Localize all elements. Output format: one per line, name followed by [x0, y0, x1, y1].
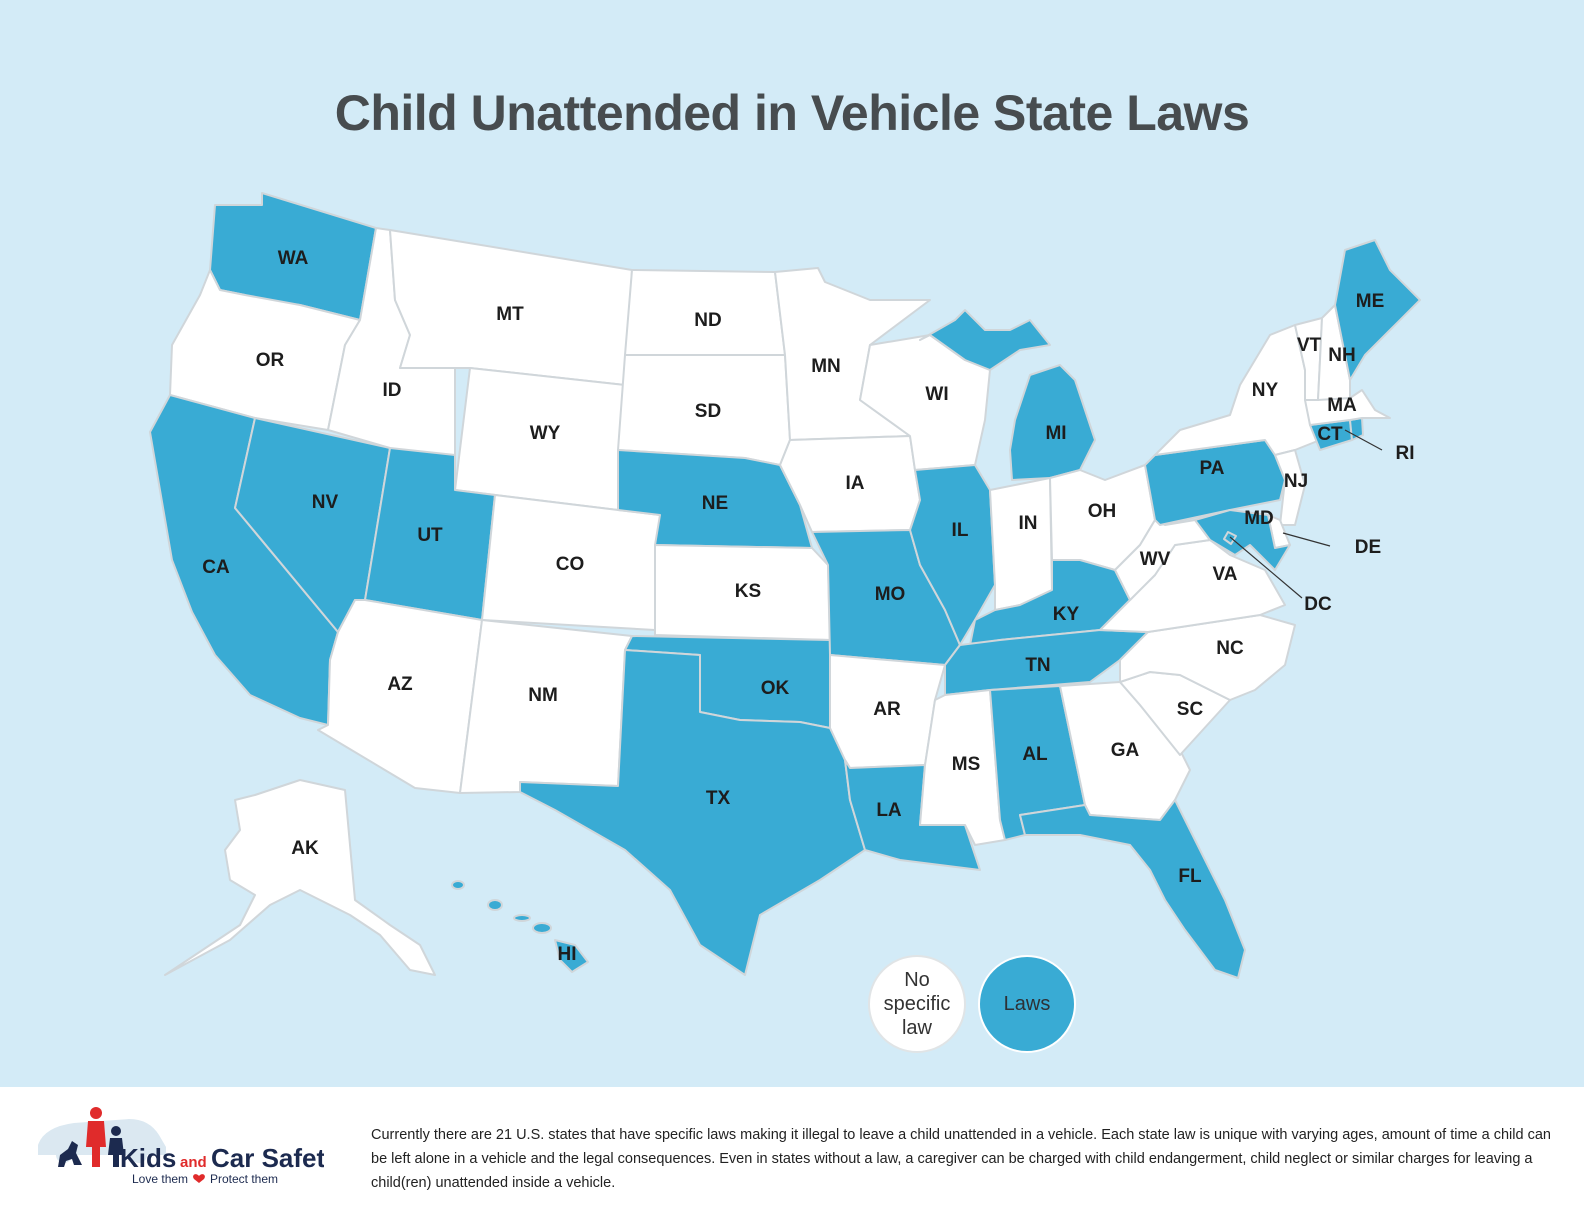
- state-TN[interactable]: [944, 629, 1149, 696]
- logo-tagline-right: Protect them: [210, 1172, 278, 1185]
- state-label-KS: KS: [735, 581, 761, 602]
- state-label-IL: IL: [952, 520, 969, 541]
- logo-tagline-left: Love them: [132, 1172, 188, 1185]
- state-label-CA: CA: [202, 557, 230, 578]
- state-label-GA: GA: [1111, 740, 1140, 761]
- state-label-CT: CT: [1317, 424, 1343, 445]
- state-ME[interactable]: [1334, 239, 1421, 381]
- state-label-TX: TX: [706, 788, 731, 809]
- state-label-DE: DE: [1355, 537, 1381, 558]
- state-label-OR: OR: [256, 350, 285, 371]
- state-label-TN: TN: [1025, 655, 1050, 676]
- state-label-VT: VT: [1297, 335, 1322, 356]
- kids-and-car-safety-logo: Kids and Car Safety Love them Protect th…: [34, 1105, 340, 1190]
- state-label-ME: ME: [1356, 291, 1385, 312]
- state-label-NE: NE: [702, 493, 728, 514]
- footer: [0, 1087, 1584, 1224]
- state-label-VA: VA: [1213, 564, 1238, 585]
- state-label-RI: RI: [1396, 443, 1415, 464]
- leader-DE: [1282, 532, 1331, 547]
- state-label-FL: FL: [1178, 866, 1202, 887]
- state-MI-upper[interactable]: [919, 309, 1051, 371]
- logo-brand-and: and: [180, 1154, 207, 1171]
- footer-description: Currently there are 21 U.S. states that …: [371, 1127, 1551, 1191]
- state-label-IN: IN: [1019, 513, 1038, 534]
- legend-law-label: Laws: [1003, 992, 1051, 1015]
- logo-brand-car-safety: Car Safety: [211, 1143, 324, 1173]
- state-MD[interactable]: [1194, 509, 1291, 571]
- legend-laws: Laws: [978, 955, 1076, 1053]
- state-IN[interactable]: [989, 477, 1053, 611]
- state-label-DC: DC: [1304, 594, 1332, 615]
- state-label-NM: NM: [528, 685, 558, 706]
- legend-no-specific-law: No specific law: [868, 955, 966, 1053]
- state-label-LA: LA: [876, 800, 902, 821]
- state-label-NY: NY: [1252, 380, 1279, 401]
- state-label-AL: AL: [1022, 744, 1048, 765]
- state-label-WI: WI: [925, 384, 948, 405]
- state-label-CO: CO: [556, 554, 585, 575]
- state-label-SD: SD: [695, 401, 721, 422]
- state-HI[interactable]: [451, 880, 589, 973]
- state-label-MD: MD: [1244, 508, 1274, 529]
- state-label-AZ: AZ: [387, 674, 413, 695]
- state-AK[interactable]: [164, 779, 436, 976]
- state-NC[interactable]: [1119, 614, 1296, 701]
- state-label-MT: MT: [496, 304, 524, 325]
- state-label-AR: AR: [873, 699, 901, 720]
- state-label-NJ: NJ: [1284, 471, 1308, 492]
- state-label-MO: MO: [875, 584, 906, 605]
- state-AZ[interactable]: [317, 599, 483, 794]
- state-label-SC: SC: [1177, 699, 1204, 720]
- heart-icon: [193, 1174, 205, 1183]
- state-label-ID: ID: [383, 380, 402, 401]
- state-DC[interactable]: [1223, 531, 1237, 545]
- leader-RI: [1344, 429, 1383, 451]
- leader-DC: [1229, 536, 1303, 599]
- state-label-NH: NH: [1328, 345, 1355, 366]
- state-label-IA: IA: [846, 473, 865, 494]
- page-title: Child Unattended in Vehicle State Laws: [334, 85, 1250, 141]
- state-label-HI: HI: [558, 944, 577, 965]
- state-label-WA: WA: [278, 248, 309, 269]
- state-label-WY: WY: [530, 423, 561, 444]
- state-NY[interactable]: [1154, 324, 1321, 456]
- state-label-MI: MI: [1045, 423, 1066, 444]
- state-NM[interactable]: [459, 619, 633, 794]
- state-label-UT: UT: [417, 525, 443, 546]
- logo-brand-kids: Kids: [120, 1143, 176, 1173]
- state-label-MA: MA: [1327, 395, 1357, 416]
- state-label-MN: MN: [811, 356, 841, 377]
- legend-no-law-label: No specific law: [883, 969, 951, 1039]
- us-map: WA OR CA NV ID MT WY UT AZ CO NM ND SD NE KS OK TX MN IA MO…: [149, 192, 1421, 979]
- state-label-OK: OK: [761, 678, 790, 699]
- state-label-PA: PA: [1200, 458, 1225, 479]
- state-FL[interactable]: [1019, 799, 1246, 979]
- state-MN[interactable]: [774, 267, 931, 441]
- state-MA[interactable]: [1304, 389, 1391, 426]
- state-label-KY: KY: [1053, 604, 1080, 625]
- state-label-NV: NV: [312, 492, 339, 513]
- family-dog-car-icon: Kids and Car Safety Love them Protect th…: [38, 1107, 340, 1186]
- state-NJ[interactable]: [1274, 449, 1306, 526]
- state-label-AK: AK: [291, 838, 319, 859]
- state-label-OH: OH: [1088, 501, 1117, 522]
- state-label-WV: WV: [1140, 549, 1171, 570]
- state-label-MS: MS: [952, 754, 981, 775]
- state-TX[interactable]: [519, 649, 866, 976]
- state-label-NC: NC: [1216, 638, 1244, 659]
- state-label-ND: ND: [694, 310, 721, 331]
